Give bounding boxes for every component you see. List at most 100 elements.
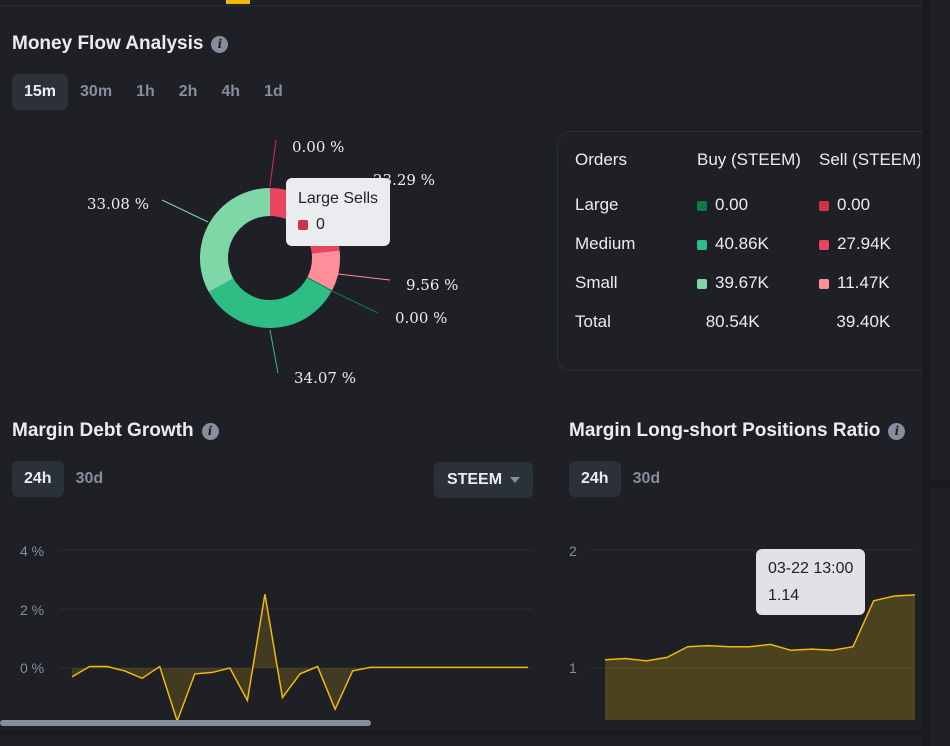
orders-header-cell: Orders bbox=[575, 150, 627, 169]
donut-leader-line bbox=[329, 289, 379, 314]
legend-swatch bbox=[697, 278, 707, 289]
orders-buy-cell: 80.54K bbox=[688, 312, 819, 332]
orders-buy-value: 80.54K bbox=[705, 312, 760, 331]
tooltip-swatch bbox=[298, 219, 308, 230]
orders-buy-value: 40.86K bbox=[715, 234, 769, 253]
orders-sell-cell: 27.94K bbox=[819, 234, 920, 254]
md-tab-30d[interactable]: 30d bbox=[75, 470, 104, 487]
ls-y-tick: 2 bbox=[569, 543, 577, 559]
horizontal-scrollbar[interactable] bbox=[0, 720, 371, 726]
orders-sell-value: 27.94K bbox=[837, 234, 891, 253]
ls-y-tick: 1 bbox=[569, 660, 577, 676]
donut-label-small-sells: 9.56 % bbox=[406, 276, 459, 294]
mf-tab-1d[interactable]: 1d bbox=[264, 83, 283, 100]
donut-tooltip-title: Large Sells bbox=[298, 190, 379, 207]
donut-label-large-buys: 0.00 % bbox=[395, 309, 448, 327]
orders-row-label: Total bbox=[575, 312, 611, 331]
donut-label-large-sells: 0.00 % bbox=[292, 138, 345, 156]
long-short-tabs: 24h 30d bbox=[569, 461, 672, 497]
legend-swatch bbox=[819, 239, 829, 250]
orders-sell-value: 39.40K bbox=[836, 312, 891, 331]
orders-table: Orders Buy (STEEM) Sell (STEEM) Large 0.00 0.… bbox=[575, 150, 920, 350]
legend-swatch bbox=[697, 200, 707, 211]
orders-buy-cell: 40.86K bbox=[697, 234, 819, 254]
donut-tooltip-value: 0 bbox=[316, 216, 325, 233]
orders-sell-cell: 11.47K bbox=[819, 273, 920, 293]
mf-tab-15m[interactable]: 15m bbox=[12, 74, 69, 110]
active-top-tab-indicator bbox=[226, 0, 250, 4]
orders-row-label: Medium bbox=[575, 234, 636, 253]
main-panel: Money Flow Analysis i 15m 30m 1h 2h 4h 1d 0.0… bbox=[0, 0, 923, 726]
money-flow-title: Money Flow Analysis i bbox=[12, 33, 229, 55]
orders-panel bbox=[557, 131, 923, 371]
donut-leader-line bbox=[269, 329, 279, 374]
orders-row-large: Large 0.00 0.00 bbox=[575, 195, 920, 215]
money-flow-tabs: 15m 30m 1h 2h 4h 1d bbox=[12, 74, 295, 110]
orders-header-row: Orders Buy (STEEM) Sell (STEEM) bbox=[575, 150, 920, 170]
orders-sell-value: 0.00 bbox=[837, 195, 871, 214]
donut-slice-small-buys bbox=[199, 188, 270, 293]
orders-sell-cell: 39.40K bbox=[818, 312, 920, 332]
orders-buy-cell: 0.00 bbox=[697, 195, 819, 215]
money-flow-title-text: Money Flow Analysis bbox=[12, 33, 204, 54]
donut-leader-line bbox=[269, 139, 277, 187]
info-icon[interactable]: i bbox=[211, 35, 229, 53]
donut-tooltip: Large Sells 0 bbox=[286, 178, 391, 246]
orders-buy-cell: 39.67K bbox=[697, 273, 819, 293]
orders-row-total: Total 80.54K 39.40K bbox=[575, 312, 920, 332]
money-flow-donut bbox=[161, 139, 391, 374]
donut-leader-line bbox=[337, 273, 391, 281]
margin-debt-title: Margin Debt Growth i bbox=[12, 420, 219, 442]
ls-line bbox=[604, 594, 916, 662]
info-icon[interactable]: i bbox=[201, 422, 219, 440]
donut-label-small-buys: 33.08 % bbox=[87, 195, 149, 213]
ls-tooltip-value: 1.14 bbox=[768, 587, 800, 604]
legend-swatch bbox=[819, 200, 829, 211]
orders-row-medium: Medium 40.86K 27.94K bbox=[575, 234, 920, 254]
md-line bbox=[71, 594, 528, 724]
top-divider bbox=[0, 5, 923, 6]
orders-header-cell: Sell (STEEM) bbox=[819, 150, 920, 169]
orders-row-label: Small bbox=[575, 273, 618, 292]
donut-leader-line bbox=[161, 199, 209, 223]
long-short-tooltip: 03-22 13:00 1.14 bbox=[756, 549, 866, 615]
mf-tab-30m[interactable]: 30m bbox=[80, 83, 113, 100]
legend-swatch bbox=[697, 239, 707, 250]
md-y-tick: 2 % bbox=[20, 602, 45, 618]
orders-sell-cell: 0.00 bbox=[819, 195, 920, 215]
legend-swatch bbox=[819, 278, 829, 289]
donut-slice-medium-buys bbox=[208, 277, 332, 328]
info-icon[interactable]: i bbox=[888, 422, 906, 440]
mf-tab-4h[interactable]: 4h bbox=[221, 83, 241, 100]
md-tab-24h[interactable]: 24h bbox=[12, 461, 64, 497]
margin-debt-tabs: 24h 30d bbox=[12, 461, 115, 497]
donut-slice-small-sells bbox=[306, 250, 340, 292]
coin-select[interactable]: STEEM bbox=[434, 462, 533, 498]
orders-sell-value: 11.47K bbox=[837, 273, 890, 292]
ls-tab-30d[interactable]: 30d bbox=[632, 470, 661, 487]
long-short-title-text: Margin Long-short Positions Ratio bbox=[569, 420, 881, 441]
orders-header-cell: Buy (STEEM) bbox=[697, 150, 801, 169]
right-panel-edge bbox=[930, 0, 950, 480]
chevron-down-icon bbox=[510, 477, 521, 483]
margin-debt-chart bbox=[60, 549, 532, 724]
mf-tab-1h[interactable]: 1h bbox=[136, 83, 155, 100]
donut-label-medium-buys: 34.07 % bbox=[294, 369, 356, 387]
mf-tab-2h[interactable]: 2h bbox=[178, 83, 198, 100]
orders-buy-value: 0.00 bbox=[715, 195, 749, 214]
ls-tab-24h[interactable]: 24h bbox=[569, 461, 621, 497]
md-y-tick: 4 % bbox=[20, 543, 45, 559]
ls-tooltip-time: 03-22 13:00 bbox=[768, 560, 854, 577]
long-short-chart bbox=[590, 549, 916, 720]
right-panel-edge-lower bbox=[930, 488, 950, 746]
ls-area bbox=[605, 594, 915, 720]
margin-debt-title-text: Margin Debt Growth bbox=[12, 420, 194, 441]
md-area bbox=[72, 594, 528, 722]
long-short-title: Margin Long-short Positions Ratio i bbox=[569, 420, 906, 442]
orders-buy-value: 39.67K bbox=[715, 273, 769, 292]
orders-row-small: Small 39.67K 11.47K bbox=[575, 273, 920, 293]
bottom-panel-edge bbox=[0, 736, 923, 746]
orders-row-label: Large bbox=[575, 195, 619, 214]
md-y-tick: 0 % bbox=[20, 660, 45, 676]
coin-select-value: STEEM bbox=[446, 471, 503, 488]
